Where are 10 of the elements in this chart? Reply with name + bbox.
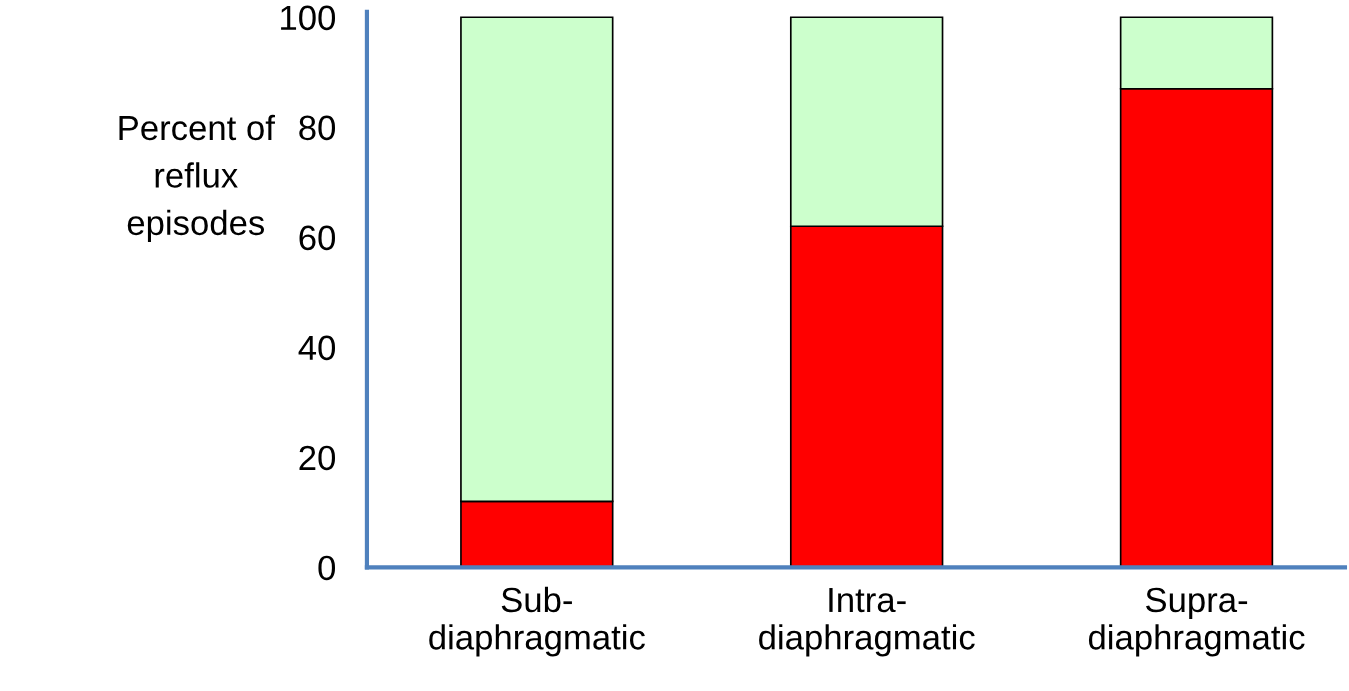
y-axis-title: Percent of reflux episodes — [119, 114, 275, 243]
y-tick-label: 0 — [318, 555, 336, 581]
x-tick-label: Supra- diaphragmatic — [1088, 587, 1305, 657]
y-tick-label: 60 — [299, 225, 336, 251]
x-tick-label: Intra- diaphragmatic — [759, 588, 975, 657]
y-tick-label: 80 — [299, 115, 336, 141]
y-tick-label: 20 — [299, 445, 336, 471]
x-tick-label: Sub- diaphragmatic — [429, 586, 645, 657]
y-tick-label: 100 — [281, 5, 336, 31]
y-tick-label: 40 — [298, 335, 336, 361]
